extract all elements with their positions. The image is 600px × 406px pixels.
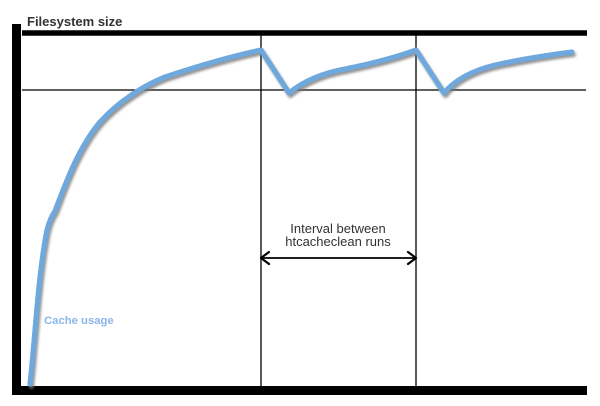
svg-text:Filesystem size: Filesystem size bbox=[27, 14, 122, 29]
svg-text:htcacheclean runs: htcacheclean runs bbox=[285, 234, 391, 249]
svg-text:Cache usage: Cache usage bbox=[44, 315, 114, 327]
